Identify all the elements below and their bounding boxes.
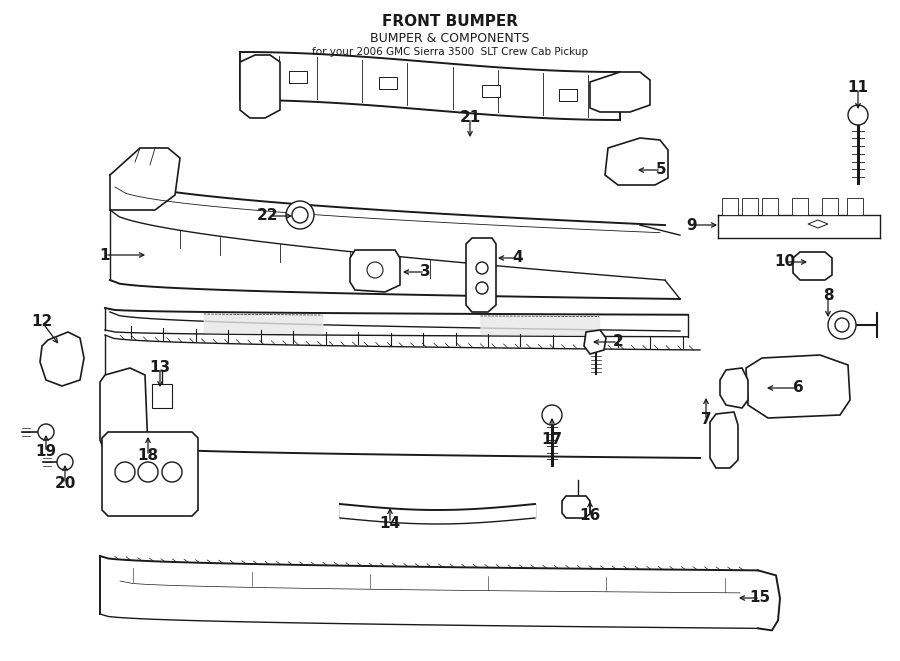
Polygon shape: [590, 72, 650, 112]
Circle shape: [835, 318, 849, 332]
Circle shape: [367, 262, 383, 278]
Polygon shape: [110, 148, 180, 210]
Text: 15: 15: [750, 590, 770, 605]
Circle shape: [57, 454, 73, 470]
Text: 5: 5: [656, 163, 666, 178]
Text: 1: 1: [100, 247, 110, 262]
Circle shape: [848, 105, 868, 125]
Text: 20: 20: [54, 477, 76, 492]
Text: 22: 22: [257, 208, 279, 223]
Polygon shape: [792, 198, 808, 215]
Text: for your 2006 GMC Sierra 3500  SLT Crew Cab Pickup: for your 2006 GMC Sierra 3500 SLT Crew C…: [312, 47, 588, 57]
Text: 7: 7: [701, 412, 711, 428]
Text: FRONT BUMPER: FRONT BUMPER: [382, 15, 518, 30]
Text: 3: 3: [419, 264, 430, 280]
Polygon shape: [100, 368, 148, 455]
Circle shape: [542, 405, 562, 425]
Text: 17: 17: [542, 432, 562, 447]
Text: 18: 18: [138, 449, 158, 463]
Circle shape: [828, 311, 856, 339]
Polygon shape: [742, 198, 758, 215]
Text: 2: 2: [613, 334, 624, 350]
Text: 21: 21: [459, 110, 481, 126]
Polygon shape: [746, 355, 850, 418]
Polygon shape: [710, 412, 738, 468]
Text: BUMPER & COMPONENTS: BUMPER & COMPONENTS: [370, 32, 530, 44]
Text: 14: 14: [380, 516, 400, 531]
Polygon shape: [350, 250, 400, 292]
Polygon shape: [847, 198, 863, 215]
Circle shape: [162, 462, 182, 482]
Polygon shape: [822, 198, 838, 215]
Bar: [560, 89, 578, 101]
Circle shape: [115, 462, 135, 482]
Polygon shape: [605, 138, 668, 185]
Bar: [289, 71, 307, 83]
Polygon shape: [584, 330, 606, 354]
Circle shape: [286, 201, 314, 229]
Text: 9: 9: [687, 217, 698, 233]
Text: 13: 13: [149, 360, 171, 375]
Polygon shape: [722, 198, 738, 215]
Text: 6: 6: [793, 381, 804, 395]
Bar: [482, 85, 500, 97]
Polygon shape: [466, 238, 496, 312]
Text: 8: 8: [823, 288, 833, 303]
Polygon shape: [102, 432, 198, 516]
Text: 4: 4: [513, 251, 523, 266]
Polygon shape: [240, 55, 280, 118]
Text: 16: 16: [580, 508, 600, 524]
Circle shape: [476, 262, 488, 274]
Polygon shape: [762, 198, 778, 215]
Polygon shape: [793, 252, 832, 280]
Polygon shape: [720, 368, 748, 408]
Polygon shape: [562, 496, 590, 518]
Circle shape: [476, 282, 488, 294]
Circle shape: [292, 207, 308, 223]
Text: 11: 11: [848, 81, 868, 95]
Polygon shape: [808, 220, 828, 228]
Bar: [379, 77, 397, 89]
Polygon shape: [40, 332, 84, 386]
Text: 10: 10: [774, 254, 796, 270]
Bar: [152, 384, 172, 408]
Circle shape: [138, 462, 158, 482]
Text: 19: 19: [35, 444, 57, 459]
Text: 12: 12: [32, 315, 52, 329]
Circle shape: [38, 424, 54, 440]
